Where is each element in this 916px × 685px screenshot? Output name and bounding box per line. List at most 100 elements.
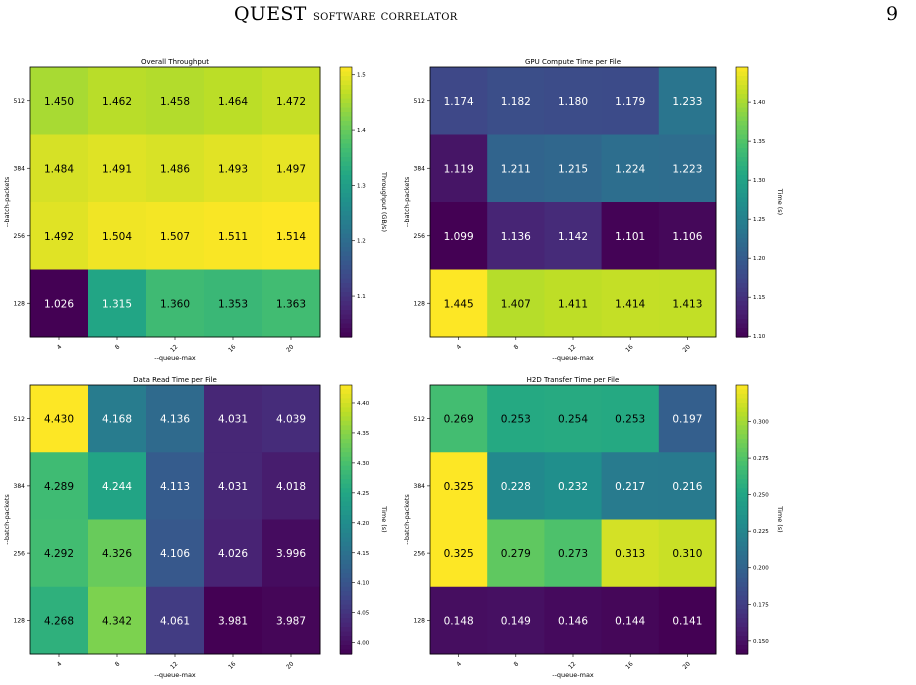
colorbar-segment — [736, 385, 748, 391]
heatmap-cell — [204, 202, 263, 270]
colorbar-segment — [736, 305, 748, 311]
colorbar-segment — [736, 501, 748, 507]
cell-value-label: 4.292 — [44, 548, 74, 560]
cell-value-label: 0.325 — [444, 548, 474, 560]
colorbar-segment — [340, 67, 352, 73]
colorbar-tick-label: 1.1 — [357, 294, 366, 300]
heatmap-cell — [430, 202, 488, 270]
colorbar-segment — [736, 416, 748, 422]
x-tick-label: 8 — [114, 660, 122, 668]
colorbar-segment — [340, 193, 352, 199]
heatmap-cell — [430, 586, 488, 655]
x-tick-label: 20 — [681, 343, 691, 353]
heatmap-cell — [601, 269, 660, 338]
colorbar-segment — [736, 452, 748, 458]
colorbar-segment — [340, 287, 352, 293]
colorbar-segment — [340, 229, 352, 235]
heatmap-cell — [146, 519, 205, 588]
colorbar-segment — [340, 559, 352, 565]
cell-value-label: 0.313 — [615, 548, 645, 560]
colorbar-segment — [736, 206, 748, 212]
colorbar-segment — [340, 640, 352, 646]
colorbar-segment — [736, 80, 748, 86]
y-tick-label: 384 — [14, 483, 26, 490]
cell-value-label: 1.211 — [501, 163, 531, 175]
cell-value-label: 0.216 — [672, 481, 702, 493]
colorbar-segment — [736, 71, 748, 77]
heatmap-cell — [544, 134, 603, 203]
colorbar-segment — [340, 139, 352, 145]
colorbar-segment — [736, 627, 748, 633]
colorbar-segment — [340, 393, 352, 400]
cell-value-label: 0.217 — [615, 481, 645, 493]
x-tick-label: 12 — [567, 660, 577, 670]
colorbar-segment — [340, 568, 352, 574]
cell-value-label: 1.223 — [672, 163, 702, 175]
colorbar-tick-label: 4.00 — [357, 641, 370, 647]
cell-value-label: 4.061 — [160, 615, 190, 627]
heatmap-cell — [487, 519, 545, 588]
colorbar-segment — [736, 483, 748, 489]
x-tick-label: 20 — [285, 660, 295, 670]
data-read-heatmap-panel: Data Read Time per File 4.430 4.168 4.136 4.… — [3, 376, 388, 679]
colorbar-tick-label: 1.35 — [753, 139, 766, 145]
colorbar-segment — [340, 328, 352, 334]
colorbar-tick-label: 1.20 — [753, 256, 766, 262]
cell-value-label: 1.360 — [160, 298, 190, 310]
colorbar-segment — [736, 497, 748, 503]
colorbar-segment — [340, 425, 352, 431]
colorbar-segment — [736, 591, 748, 597]
colorbar-segment — [340, 622, 352, 628]
colorbar-segment — [736, 287, 748, 293]
colorbar-segment — [340, 130, 352, 136]
colorbar-tick-label: 4.40 — [357, 401, 370, 407]
colorbar-segment — [736, 537, 748, 543]
colorbar-segment — [340, 242, 352, 248]
cell-value-label: 1.507 — [160, 231, 190, 243]
chart-title: Data Read Time per File — [133, 376, 217, 384]
heatmap-cell — [430, 67, 488, 135]
y-tick-label: 512 — [14, 416, 26, 423]
y-tick-label: 256 — [14, 233, 26, 240]
x-axis-label: --queue-max — [552, 671, 594, 679]
colorbar-segment — [340, 184, 352, 190]
colorbar-segment — [736, 215, 748, 221]
cell-value-label: 1.450 — [44, 96, 74, 108]
colorbar-segment — [736, 604, 748, 610]
colorbar-segment — [340, 314, 352, 320]
cell-value-label: 4.244 — [102, 481, 132, 493]
colorbar-tick-label: 1.15 — [753, 295, 766, 301]
heatmap-cell — [658, 202, 717, 270]
cell-value-label: 4.031 — [218, 414, 248, 426]
cell-value-label: 1.180 — [558, 96, 588, 108]
colorbar-segment — [340, 582, 352, 588]
colorbar-segment — [340, 274, 352, 280]
colorbar-segment — [340, 107, 352, 113]
heatmap-cell — [658, 67, 717, 135]
heatmap-cell — [544, 519, 603, 588]
colorbar-segment — [736, 220, 748, 226]
colorbar-segment — [340, 170, 352, 176]
y-tick-label: 384 — [414, 483, 426, 490]
colorbar-label: Time (s) — [776, 505, 784, 532]
cell-value-label: 1.492 — [44, 231, 74, 243]
colorbar-segment — [340, 532, 352, 539]
colorbar-segment — [340, 618, 352, 624]
heatmap-cell — [30, 269, 89, 338]
y-axis-label: --batch-packets — [403, 176, 411, 227]
colorbar-segment — [736, 98, 748, 104]
heatmap-cell — [262, 385, 321, 453]
heatmap-cell — [88, 202, 147, 270]
colorbar-segment — [736, 251, 748, 257]
heatmap-cell — [88, 385, 147, 453]
colorbar-segment — [736, 595, 748, 601]
colorbar-segment — [340, 416, 352, 422]
cell-value-label: 1.407 — [501, 298, 531, 310]
cell-value-label: 1.484 — [44, 163, 74, 175]
x-tick-label: 16 — [624, 660, 634, 670]
colorbar-segment — [340, 323, 352, 329]
colorbar-segment — [736, 85, 748, 91]
colorbar-segment — [736, 269, 748, 275]
colorbar-segment — [340, 546, 352, 552]
x-tick-label: 4 — [455, 660, 463, 668]
